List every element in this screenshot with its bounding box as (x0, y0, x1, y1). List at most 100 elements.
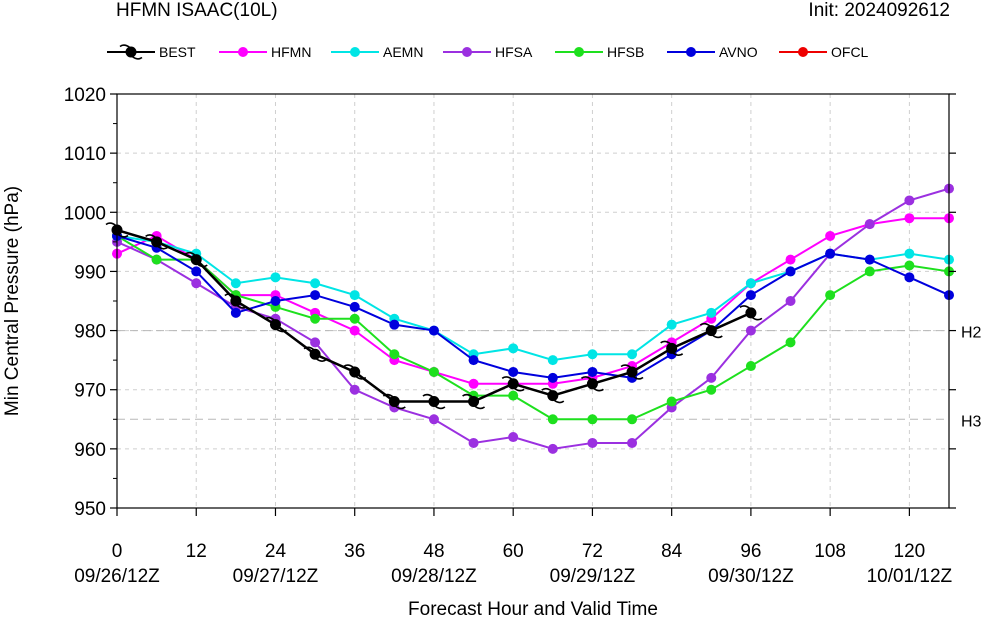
y-tick-label: 1000 (64, 203, 106, 224)
data-point-hfsa (508, 432, 519, 443)
data-point-hfmn (904, 213, 915, 224)
y-tick-label: 950 (74, 499, 106, 520)
series-avno (112, 230, 954, 383)
data-point-hfsb (706, 384, 717, 395)
legend-label-ofcl: OFCL (831, 44, 869, 60)
data-point-hfsa (349, 384, 360, 395)
data-point-hfsa (627, 437, 638, 448)
x-tick-label-date: 09/28/12Z (391, 566, 477, 587)
data-point-aemn (230, 278, 241, 289)
legend-marker-best (119, 44, 143, 60)
x-tick-label-hour: 24 (265, 541, 287, 562)
x-tick-label-hour: 72 (582, 541, 603, 562)
data-point-avno (468, 355, 479, 366)
data-point-avno (785, 266, 796, 277)
legend-item-avno: AVNO (667, 44, 758, 60)
data-point-hfsb (310, 313, 321, 324)
data-point-aemn (270, 272, 281, 283)
data-point-hfsb (904, 260, 915, 271)
data-point-best (303, 346, 327, 362)
data-point-hfsa (191, 278, 202, 289)
legend-label-best: BEST (159, 44, 196, 60)
series-line-avno (116, 234, 950, 379)
data-point-avno (904, 272, 915, 283)
data-point-avno (428, 325, 439, 336)
x-axis-label: Forecast Hour and Valid Time (408, 599, 658, 618)
data-point-hfsa (745, 325, 756, 336)
x-tick-label-hour: 48 (423, 541, 444, 562)
x-tick-label-date: 09/30/12Z (708, 566, 794, 587)
reference-line-label: H2 (961, 325, 982, 342)
data-point-aemn (310, 278, 321, 289)
y-tick-label: 970 (74, 381, 106, 402)
data-point-best (620, 364, 644, 380)
data-point-hfsa (706, 372, 717, 383)
data-point-hfsa (785, 296, 796, 306)
legend-label-aemn: AEMN (383, 44, 423, 60)
y-tick-label: 1020 (64, 85, 106, 106)
y-tick-label: 1010 (64, 144, 106, 165)
data-point-aemn (547, 355, 558, 366)
legend-item-best: BEST (107, 44, 196, 60)
data-point-best (224, 293, 248, 309)
x-tick-label-hour: 0 (112, 541, 123, 562)
x-tick-label-date: 09/26/12Z (74, 566, 160, 587)
data-point-aemn (666, 319, 677, 330)
data-point-aemn (706, 307, 717, 318)
y-tick-label: 960 (74, 440, 106, 461)
data-point-best (462, 393, 486, 410)
data-point-best (699, 322, 723, 339)
x-tick-label-hour: 60 (503, 541, 524, 562)
legend-label-hfsa: HFSA (495, 44, 533, 60)
data-point-avno (745, 290, 756, 301)
series-line-hfmn (116, 217, 949, 385)
reference-lines: H2 H3 (117, 325, 982, 430)
data-point-aemn (627, 349, 638, 360)
legend-marker-hfsb (574, 47, 584, 57)
data-point-aemn (904, 248, 915, 259)
data-point-hfmn (825, 230, 836, 241)
data-point-aemn (508, 343, 519, 354)
data-point-best (422, 393, 446, 410)
series-best (105, 222, 763, 410)
y-tick-label: 990 (74, 262, 106, 283)
legend-item-ofcl: OFCL (779, 44, 869, 60)
x-tick-label-hour: 12 (186, 541, 207, 562)
data-point-hfsb (587, 414, 598, 425)
chart-title: HFMN ISAAC(10L) (116, 0, 278, 21)
data-point-avno (310, 290, 321, 301)
legend-label-avno: AVNO (719, 44, 758, 60)
data-point-avno (230, 307, 241, 318)
data-point-avno (270, 296, 281, 306)
data-point-hfsb (864, 266, 875, 277)
series-hfsb (112, 230, 954, 425)
data-point-best (660, 340, 684, 357)
data-point-hfsb (428, 366, 439, 377)
data-point-hfsb (627, 414, 638, 425)
data-point-hfsb (666, 396, 677, 407)
data-point-avno (825, 248, 836, 259)
legend-marker-avno (686, 47, 696, 57)
data-point-avno (864, 254, 875, 265)
data-point-hfmn (468, 378, 479, 389)
data-point-best (501, 376, 525, 392)
data-point-avno (389, 319, 400, 330)
data-point-hfmn (785, 254, 796, 265)
data-point-best (739, 305, 763, 321)
data-point-hfsb (151, 254, 162, 265)
data-point-hfsa (587, 437, 598, 448)
data-point-hfsb (785, 337, 796, 348)
data-point-hfsb (508, 390, 519, 401)
data-point-best (580, 376, 604, 392)
x-tick-label-date: 09/29/12Z (550, 566, 636, 587)
x-tick-label-date: 10/01/12Z (867, 566, 953, 587)
data-point-aemn (745, 278, 756, 289)
data-point-hfsb (389, 349, 400, 360)
data-point-avno (191, 266, 202, 277)
x-tick-label-hour: 84 (661, 541, 683, 562)
legend-label-hfsb: HFSB (607, 44, 644, 60)
data-point-avno (349, 301, 360, 312)
data-point-aemn (587, 349, 598, 360)
data-point-hfsa (310, 337, 321, 348)
